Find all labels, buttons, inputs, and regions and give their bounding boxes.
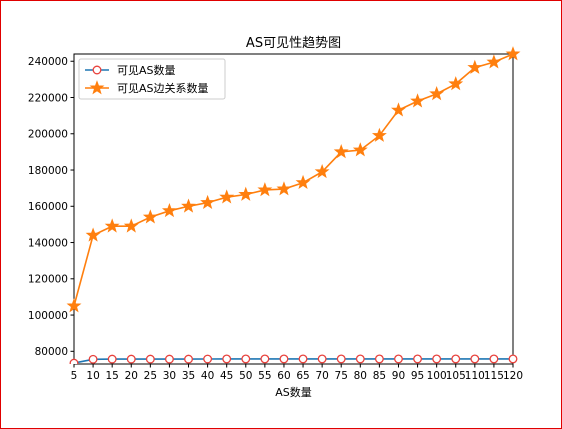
x-tick-label: 90 — [392, 370, 405, 382]
star-marker — [219, 189, 235, 204]
plot-frame — [73, 53, 514, 365]
x-tick-label: 15 — [105, 370, 118, 382]
star-marker — [200, 194, 216, 209]
legend-label: 可见AS数量 — [117, 64, 176, 77]
circle-marker — [279, 354, 289, 364]
y-tick-label: 180000 — [28, 165, 68, 177]
star-marker — [391, 102, 406, 117]
circle-marker — [355, 354, 365, 364]
x-tick-label: 40 — [201, 370, 214, 382]
y-tick-label: 240000 — [28, 56, 68, 68]
circle-marker — [432, 354, 442, 364]
star-marker — [161, 202, 177, 218]
circle-marker — [222, 354, 232, 364]
circle-marker — [374, 354, 384, 364]
circle-marker — [164, 354, 174, 364]
x-tick-label: 110 — [465, 370, 485, 382]
x-tick-label: 50 — [239, 370, 252, 382]
star-marker — [333, 144, 349, 159]
star-marker — [295, 174, 311, 190]
circle-marker — [88, 354, 98, 364]
x-tick-label: 30 — [163, 370, 176, 382]
y-tick-label: 120000 — [28, 274, 68, 286]
x-tick-label: 120 — [503, 370, 523, 382]
x-axis-title: AS数量 — [275, 386, 312, 399]
y-tick-label: 160000 — [28, 201, 68, 213]
star-marker — [142, 209, 158, 224]
star-marker — [238, 186, 254, 201]
star-marker — [371, 127, 387, 142]
x-tick-label: 80 — [354, 370, 367, 382]
star-marker — [89, 80, 105, 95]
circle-marker — [92, 65, 102, 75]
star-marker — [467, 59, 483, 74]
circle-marker — [508, 354, 518, 364]
star-marker — [85, 227, 101, 242]
plot-area — [73, 53, 514, 365]
circle-marker — [107, 354, 117, 364]
x-tick-label: 20 — [125, 370, 138, 382]
y-tick-label: 80000 — [35, 346, 68, 358]
circle-marker — [413, 354, 423, 364]
star-marker — [257, 182, 273, 197]
x-axis: 5 10 15 20 25 30 35 40 45 50 55 60 65 70 75 80 85 90 95 100… — [71, 364, 523, 382]
legend-label: 可见AS边关系数量 — [117, 81, 209, 95]
star-marker — [123, 218, 139, 233]
legend-entry: 可见AS数量 — [85, 64, 176, 77]
y-tick-label: 200000 — [28, 129, 68, 141]
legend-entry: 可见AS边关系数量 — [85, 80, 209, 95]
x-tick-label: 115 — [484, 370, 504, 382]
x-tick-label: 75 — [335, 370, 348, 382]
circle-marker — [203, 354, 213, 364]
star-marker — [104, 218, 120, 233]
chart-title: AS可见性趋势图 — [246, 35, 341, 51]
circle-marker — [298, 354, 308, 364]
star-marker — [410, 93, 426, 108]
y-tick-label: 140000 — [28, 237, 68, 249]
x-tick-label: 70 — [315, 370, 328, 382]
x-tick-label: 45 — [220, 370, 233, 382]
circle-marker — [336, 354, 346, 364]
circle-marker — [489, 354, 499, 364]
circle-marker — [451, 354, 461, 364]
x-tick-label: 25 — [144, 370, 157, 382]
x-tick-label: 85 — [373, 370, 386, 382]
series-layer — [66, 46, 521, 364]
star-marker — [486, 54, 502, 69]
circle-marker — [145, 354, 155, 364]
x-tick-label: 55 — [258, 370, 271, 382]
star-marker — [505, 46, 521, 61]
circle-marker — [126, 354, 136, 364]
star-marker — [66, 298, 82, 313]
circle-marker — [241, 354, 251, 364]
circle-marker — [184, 354, 193, 364]
star-marker — [276, 181, 292, 196]
x-tick-label: 65 — [296, 370, 309, 382]
circle-marker — [394, 354, 403, 364]
star-marker — [352, 142, 368, 157]
circle-marker — [317, 354, 327, 364]
x-tick-label: 35 — [182, 370, 195, 382]
x-tick-label: 5 — [71, 370, 78, 382]
circle-marker — [69, 358, 79, 364]
x-tick-label: 95 — [411, 370, 424, 382]
series-1 — [69, 354, 518, 364]
y-axis: 80000 100000 120000 140000 160000 180000 20000… — [28, 56, 74, 358]
y-tick-label: 220000 — [28, 92, 68, 104]
circle-marker — [260, 354, 270, 364]
star-marker — [314, 164, 330, 179]
y-tick-label: 100000 — [28, 310, 68, 322]
star-marker — [429, 86, 445, 101]
star-marker — [181, 198, 196, 213]
x-tick-label: 60 — [277, 370, 290, 382]
circle-marker — [470, 354, 480, 364]
star-marker — [448, 76, 464, 91]
x-tick-label: 10 — [86, 370, 99, 382]
x-tick-label: 100 — [427, 370, 447, 382]
series-2 — [66, 46, 521, 313]
legend-box — [78, 58, 226, 100]
x-tick-label: 105 — [446, 370, 466, 382]
